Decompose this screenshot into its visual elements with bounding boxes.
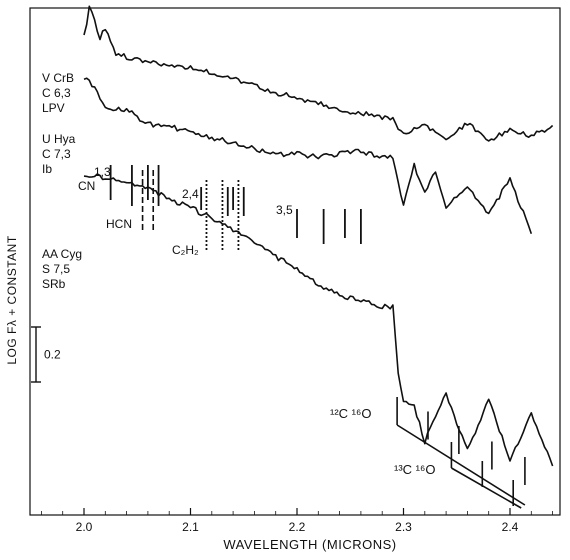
cn-band-label: 1,3: [94, 165, 111, 179]
plot-frame: [29, 7, 561, 516]
c2h2-label: C₂H₂: [172, 243, 199, 257]
x-tick-label: 2.1: [182, 520, 199, 534]
series-label-line: S 7,5: [42, 262, 70, 276]
axis-layer: 2.0 2.1 2.2 2.3 2.4 WAVELENGTH (MICRONS) LOG F…: [5, 235, 553, 552]
series-line: [83, 173, 554, 467]
series-layer: [83, 5, 554, 467]
y-axis-label: LOG Fλ + CONSTANT: [5, 235, 19, 364]
cn-band-label: 3,5: [276, 203, 293, 217]
series-label-line: C 7,3: [42, 147, 71, 161]
co12-baseline: [396, 424, 526, 506]
cn-band-label: 2,4: [182, 187, 199, 201]
series-label-line: U Hya: [42, 132, 76, 146]
series-label-line: C 6,3: [42, 86, 71, 100]
series-label-line: SRb: [42, 277, 66, 291]
series-label-line: LPV: [42, 101, 65, 115]
x-tick-label: 2.2: [289, 520, 306, 534]
series-line: [83, 5, 554, 142]
x-tick-label: 2.4: [502, 520, 519, 534]
hcn-label: HCN: [106, 217, 132, 231]
x-tick-label: 2.3: [395, 520, 412, 534]
series-label-line: V CrB: [42, 71, 74, 85]
series-label-line: Ib: [42, 162, 52, 176]
co13-label: ¹³C ¹⁶O: [394, 462, 435, 477]
co12-label: ¹²C ¹⁶O: [330, 406, 371, 421]
series-label-line: AA Cyg: [42, 247, 82, 261]
cn-label: CN: [78, 179, 95, 193]
x-axis-label: WAVELENGTH (MICRONS): [223, 537, 396, 552]
frame-layer: [29, 7, 561, 516]
series-line: [83, 77, 533, 235]
x-tick-label: 2.0: [76, 520, 93, 534]
scale-bar-label: 0.2: [44, 348, 61, 362]
co13-baseline: [451, 467, 522, 509]
